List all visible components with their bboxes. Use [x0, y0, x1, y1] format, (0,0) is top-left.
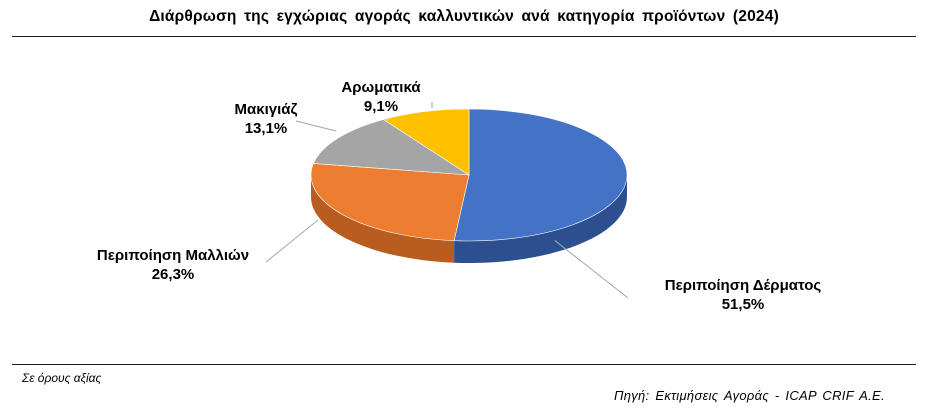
label-fragrances-value: 9,1%	[363, 98, 399, 115]
chart-title: Διάρθρωση της εγχώριας αγοράς καλλυντικώ…	[149, 8, 779, 25]
label-fragrances-name: Αρωματικά	[341, 79, 421, 96]
bottom-rule	[12, 364, 916, 365]
slice-2	[312, 119, 470, 176]
source-note: Πηγή: Εκτιμήσεις Αγοράς - ICAP CRIF A.E.	[614, 388, 885, 403]
label-hair-care-value: 26,3%	[151, 266, 195, 283]
label-makeup-name: Μακιγιάζ	[234, 101, 298, 118]
slice-side-1	[311, 175, 455, 263]
slice-1	[310, 163, 470, 242]
leader-line-1	[265, 219, 319, 263]
label-makeup: Μακιγιάζ 13,1%	[218, 100, 314, 138]
label-hair-care-name: Περιποίηση Μαλλιών	[96, 247, 250, 264]
label-skin-care-name: Περιποίηση Δέρματος	[664, 277, 822, 294]
label-fragrances: Αρωματικά 9,1%	[326, 78, 436, 116]
label-makeup-value: 13,1%	[244, 120, 288, 137]
label-skin-care-value: 51,5%	[721, 296, 765, 313]
leader-line-2	[295, 120, 337, 132]
label-hair-care: Περιποίηση Μαλλιών 26,3%	[80, 246, 266, 284]
footnote: Σε όρους αξίας	[22, 371, 102, 385]
top-rule	[12, 36, 916, 37]
slice-side-0	[454, 175, 627, 263]
leader-line-0	[554, 240, 629, 299]
slice-3	[382, 108, 470, 176]
label-skin-care: Περιποίηση Δέρματος 51,5%	[652, 276, 834, 314]
slice-0	[453, 108, 628, 242]
